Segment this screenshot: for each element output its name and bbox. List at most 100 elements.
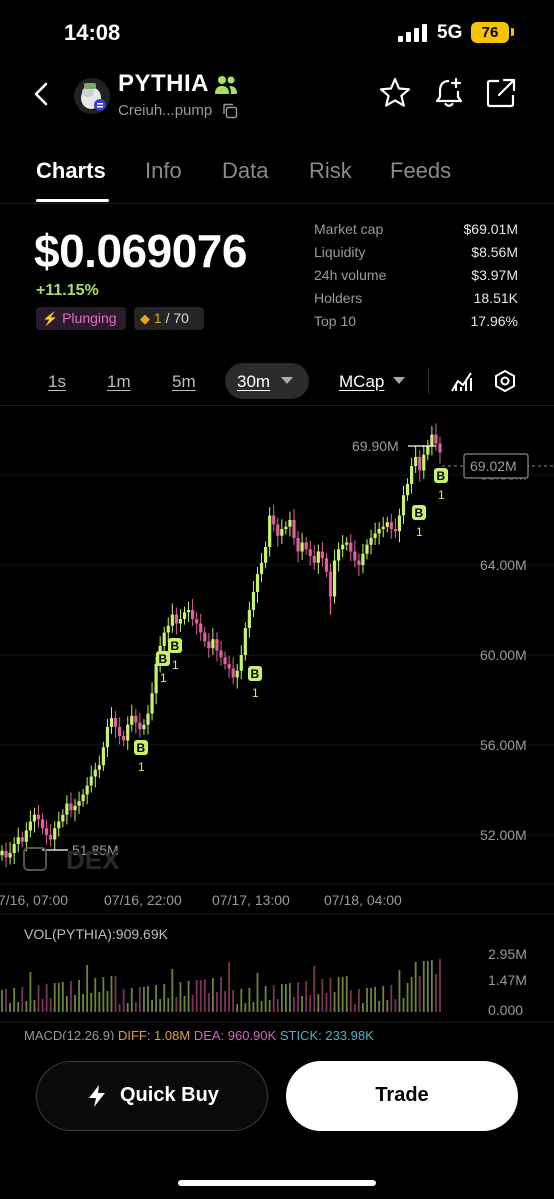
volume-bar: [118, 1004, 121, 1012]
copy-icon[interactable]: [222, 103, 238, 119]
status-time: 14:08: [64, 20, 121, 45]
tab-feeds[interactable]: Feeds: [390, 158, 452, 183]
macd-dea: DEA: 960.90K: [193, 1028, 277, 1043]
buy-marker-count: 1: [416, 525, 423, 539]
timeframe-30m[interactable]: 30m: [237, 372, 271, 391]
holders-rank-badge[interactable]: ◆ 1 / 70: [134, 307, 204, 330]
tab-charts[interactable]: Charts: [36, 158, 106, 183]
volume-bar: [325, 993, 328, 1012]
settings-hexagon-icon[interactable]: [493, 369, 517, 393]
volume-bar: [98, 992, 101, 1012]
candle-body: [142, 724, 146, 730]
volume-bar: [159, 999, 162, 1012]
battery-indicator: 76: [471, 22, 509, 43]
volume-bar: [382, 986, 385, 1012]
candle-body: [393, 529, 397, 532]
candle-body: [357, 560, 361, 565]
candle-body: [255, 574, 260, 592]
candle-body: [97, 765, 101, 770]
trade-label[interactable]: Trade: [375, 1084, 429, 1106]
y-axis-tick: 60.00M: [480, 647, 527, 663]
stat-label-market-cap: Market cap: [314, 221, 384, 237]
volume-bar: [9, 1003, 12, 1012]
volume-bar: [130, 988, 133, 1012]
tab-risk[interactable]: Risk: [309, 158, 352, 183]
quick-buy-label[interactable]: Quick Buy: [120, 1084, 219, 1106]
volume-bar: [45, 984, 48, 1012]
volume-bar: [301, 996, 304, 1012]
diamond-icon: ◆: [140, 311, 150, 326]
volume-bar: [138, 987, 141, 1012]
candle-body: [410, 466, 414, 484]
volume-bar: [143, 987, 145, 1012]
volume-bar: [41, 999, 44, 1012]
volume-bar: [280, 984, 283, 1012]
candle-body: [292, 520, 296, 538]
candle-body: [109, 718, 114, 727]
current-value-box: [463, 453, 529, 479]
watermark-logo: [23, 847, 47, 871]
volume-bar: [175, 997, 178, 1012]
candle-body: [288, 520, 292, 527]
volume-bar: [70, 981, 72, 1012]
volume-bar: [357, 989, 360, 1012]
timeframe-1m[interactable]: 1m: [107, 372, 131, 391]
timeframe-5m[interactable]: 5m: [172, 372, 196, 391]
x-axis-tick: 07/16, 22:00: [104, 892, 182, 908]
candle-body: [259, 562, 264, 574]
volume-bar: [374, 987, 377, 1012]
chart-top-divider: [0, 405, 554, 406]
candle-body: [101, 747, 105, 766]
macd-name: MACD(12,26,9): [24, 1028, 115, 1043]
candle-body: [4, 850, 8, 858]
candle-body: [377, 529, 381, 534]
add-alert-bell-icon[interactable]: [432, 76, 466, 110]
buy-marker-letter: B: [415, 506, 424, 520]
candle-body: [203, 632, 207, 642]
buy-marker: [412, 505, 426, 520]
volume-bar: [435, 974, 437, 1012]
volume-bar: [86, 965, 89, 1012]
candle-body: [227, 664, 231, 669]
current-value-label: 69.02M: [470, 458, 517, 474]
x-axis-tick: 07/17, 13:00: [212, 892, 290, 908]
candle-body: [118, 727, 122, 736]
active-tab-indicator: [36, 199, 109, 202]
quick-buy-button[interactable]: [36, 1061, 268, 1131]
volume-bar: [268, 1000, 271, 1012]
tab-data[interactable]: Data: [222, 158, 269, 183]
lightning-icon: ⚡: [42, 311, 59, 326]
timeframe-30m-selector[interactable]: [225, 363, 309, 399]
back-icon[interactable]: [28, 78, 56, 110]
stat-label-liquidity: Liquidity: [314, 244, 366, 260]
volume-bar: [29, 972, 32, 1012]
candle-body: [89, 776, 93, 786]
price-chart[interactable]: 64.00M60.00M56.00M52.00M68.00M69.90M51.8…: [0, 406, 554, 1046]
volume-bar: [110, 976, 113, 1012]
indicators-icon[interactable]: [450, 369, 474, 393]
candle-body: [16, 837, 20, 844]
volume-bar: [329, 978, 332, 1012]
candle-body: [154, 664, 158, 694]
volume-bar: [386, 1000, 389, 1012]
trade-button[interactable]: [286, 1061, 518, 1131]
favorite-star-icon[interactable]: [378, 76, 412, 110]
buy-marker-count: 1: [252, 686, 259, 700]
external-link-icon[interactable]: [484, 76, 518, 110]
volume-bar: [163, 984, 166, 1012]
candle-body: [251, 592, 256, 610]
candle-body: [186, 610, 191, 613]
volume-bar: [418, 976, 421, 1012]
volume-bar: [406, 983, 409, 1012]
candle-body: [401, 495, 406, 516]
metric-select[interactable]: MCap: [339, 372, 385, 391]
timeframe-1s[interactable]: 1s: [48, 372, 66, 391]
volume-bar: [171, 969, 174, 1012]
candle-body: [264, 547, 268, 563]
candle-body: [422, 454, 426, 471]
candle-body: [316, 551, 320, 563]
volume-label: VOL(PYTHIA):909.69K: [24, 926, 168, 942]
tab-info[interactable]: Info: [145, 158, 182, 183]
candle-body: [430, 434, 434, 446]
trend-badge[interactable]: ⚡ Plunging: [36, 307, 126, 330]
